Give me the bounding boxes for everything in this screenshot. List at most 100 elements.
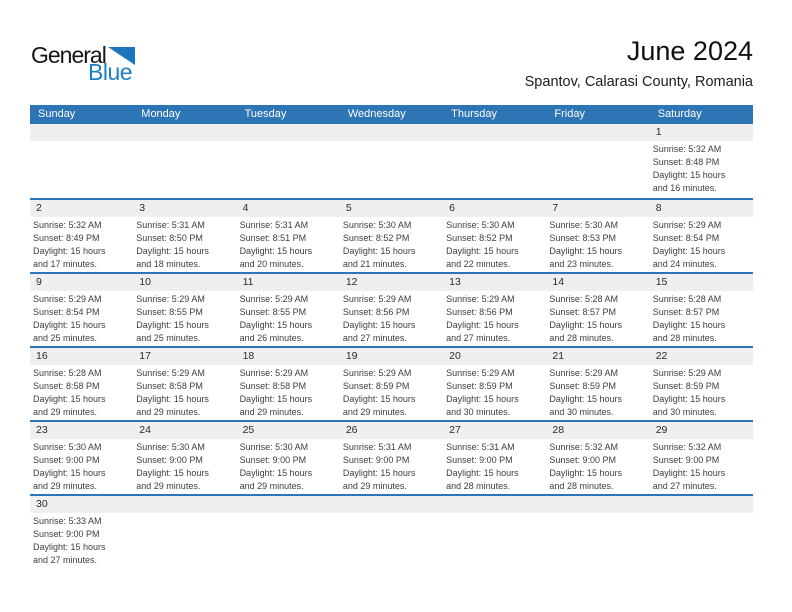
day-number: 2 bbox=[30, 200, 134, 217]
day-cell: 5 Sunrise: 5:30 AM Sunset: 8:52 PM Daylight… bbox=[339, 200, 444, 272]
sunset-text: Sunset: 9:00 PM bbox=[33, 529, 100, 539]
day-number: 12 bbox=[339, 274, 444, 291]
daylight-text-cont: and 26 minutes. bbox=[239, 333, 304, 343]
sunrise-text: Sunrise: 5:29 AM bbox=[549, 368, 618, 378]
daylight-text: Daylight: 15 hours bbox=[549, 468, 622, 478]
day-number: 14 bbox=[546, 274, 650, 291]
day-cell: 3 Sunrise: 5:31 AM Sunset: 8:50 PM Daylight… bbox=[133, 200, 237, 272]
daylight-text: Daylight: 15 hours bbox=[33, 246, 106, 256]
sunset-text: Sunset: 8:50 PM bbox=[136, 233, 203, 243]
daylight-text-cont: and 29 minutes. bbox=[239, 407, 304, 417]
logo-triangle-icon bbox=[107, 47, 135, 65]
sunset-text: Sunset: 8:52 PM bbox=[342, 233, 410, 243]
daylight-text: Daylight: 15 hours bbox=[33, 394, 106, 404]
weekday-header: Sunday Monday Tuesday Wednesday Thursday Frid… bbox=[30, 105, 753, 124]
day-cell: 14 Sunrise: 5:28 AM Sunset: 8:57 PM Dayligh… bbox=[546, 274, 650, 346]
day-number: 11 bbox=[236, 274, 340, 291]
day-number bbox=[339, 496, 444, 513]
day-details bbox=[546, 141, 649, 143]
weekday-label: Thursday bbox=[451, 108, 497, 120]
daylight-text: Daylight: 15 hours bbox=[652, 170, 726, 180]
day-number bbox=[30, 124, 134, 141]
sunrise-text: Sunrise: 5:30 AM bbox=[549, 220, 618, 230]
sunrise-text: Sunrise: 5:29 AM bbox=[239, 368, 309, 378]
day-details: Sunrise: 5:31 AM Sunset: 8:51 PM Daylight:… bbox=[237, 217, 340, 271]
daylight-text-cont: and 29 minutes. bbox=[342, 481, 407, 491]
weekday-label: Friday bbox=[554, 108, 585, 120]
day-cell: 24 Sunrise: 5:30 AM Sunset: 9:00 PM Dayligh… bbox=[133, 422, 237, 494]
sunrise-text: Sunrise: 5:29 AM bbox=[652, 220, 722, 230]
daylight-text-cont: and 25 minutes. bbox=[33, 333, 98, 343]
sunset-text: Sunset: 8:58 PM bbox=[136, 381, 203, 391]
day-details bbox=[30, 141, 133, 143]
day-details bbox=[546, 513, 649, 515]
sunset-text: Sunset: 8:58 PM bbox=[239, 381, 307, 391]
day-number: 24 bbox=[133, 422, 237, 439]
empty-day-cell bbox=[133, 124, 237, 198]
day-number: 23 bbox=[30, 422, 134, 439]
day-cell: 22 Sunrise: 5:29 AM Sunset: 8:59 PM Dayligh… bbox=[649, 348, 753, 420]
sunset-text: Sunset: 9:00 PM bbox=[652, 455, 720, 465]
sunset-text: Sunset: 8:55 PM bbox=[136, 307, 203, 317]
sunset-text: Sunset: 8:59 PM bbox=[652, 381, 720, 391]
day-number: 5 bbox=[339, 200, 444, 217]
day-details bbox=[133, 141, 236, 143]
weekday-label: Monday bbox=[141, 108, 181, 120]
sunrise-text: Sunrise: 5:33 AM bbox=[33, 516, 102, 526]
day-cell: 16 Sunrise: 5:28 AM Sunset: 8:58 PM Dayligh… bbox=[30, 348, 134, 420]
day-cell: 7 Sunrise: 5:30 AM Sunset: 8:53 PM Daylight… bbox=[546, 200, 650, 272]
day-number: 13 bbox=[443, 274, 547, 291]
sunset-text: Sunset: 8:51 PM bbox=[239, 233, 307, 243]
sunrise-text: Sunrise: 5:32 AM bbox=[33, 220, 102, 230]
day-cell: 6 Sunrise: 5:30 AM Sunset: 8:52 PM Daylight… bbox=[443, 200, 547, 272]
sunset-text: Sunset: 8:48 PM bbox=[652, 157, 720, 167]
sunrise-text: Sunrise: 5:31 AM bbox=[342, 442, 412, 452]
daylight-text-cont: and 22 minutes. bbox=[446, 259, 511, 269]
day-number: 26 bbox=[339, 422, 444, 439]
weekday-label: Sunday bbox=[38, 108, 76, 120]
day-number: 25 bbox=[236, 422, 340, 439]
sunrise-text: Sunrise: 5:29 AM bbox=[239, 294, 309, 304]
sunrise-text: Sunrise: 5:29 AM bbox=[342, 294, 412, 304]
daylight-text: Daylight: 15 hours bbox=[33, 542, 106, 552]
calendar-table: Sunday Monday Tuesday Wednesday Thursday Frid… bbox=[30, 105, 753, 568]
day-number: 21 bbox=[546, 348, 650, 365]
daylight-text: Daylight: 15 hours bbox=[652, 246, 726, 256]
daylight-text: Daylight: 15 hours bbox=[136, 394, 209, 404]
day-cell: 1 Sunrise: 5:32 AM Sunset: 8:48 PM Daylight… bbox=[649, 124, 753, 198]
day-cell: 21 Sunrise: 5:29 AM Sunset: 8:59 PM Dayligh… bbox=[546, 348, 650, 420]
day-number: 4 bbox=[236, 200, 340, 217]
sunrise-text: Sunrise: 5:29 AM bbox=[446, 368, 515, 378]
week-row: 23 Sunrise: 5:30 AM Sunset: 9:00 PM Dayligh… bbox=[30, 420, 753, 494]
day-details: Sunrise: 5:30 AM Sunset: 8:53 PM Daylight:… bbox=[546, 217, 649, 271]
day-cell: 18 Sunrise: 5:29 AM Sunset: 8:58 PM Dayligh… bbox=[236, 348, 340, 420]
sunset-text: Sunset: 9:00 PM bbox=[342, 455, 410, 465]
general-blue-logo: General Blue bbox=[31, 44, 135, 84]
day-details: Sunrise: 5:30 AM Sunset: 8:52 PM Daylight:… bbox=[443, 217, 546, 271]
sunset-text: Sunset: 8:54 PM bbox=[652, 233, 720, 243]
daylight-text-cont: and 21 minutes. bbox=[342, 259, 407, 269]
empty-day-cell bbox=[133, 496, 237, 568]
daylight-text-cont: and 20 minutes. bbox=[239, 259, 304, 269]
day-details: Sunrise: 5:29 AM Sunset: 8:54 PM Daylight:… bbox=[650, 217, 753, 271]
daylight-text: Daylight: 15 hours bbox=[342, 394, 416, 404]
daylight-text: Daylight: 15 hours bbox=[549, 394, 622, 404]
day-number: 9 bbox=[30, 274, 134, 291]
daylight-text: Daylight: 15 hours bbox=[446, 468, 519, 478]
daylight-text: Daylight: 15 hours bbox=[652, 394, 726, 404]
day-number bbox=[236, 124, 340, 141]
day-cell: 23 Sunrise: 5:30 AM Sunset: 9:00 PM Dayligh… bbox=[30, 422, 134, 494]
weekday-label: Wednesday bbox=[347, 108, 406, 120]
day-details bbox=[237, 513, 340, 515]
day-details: Sunrise: 5:33 AM Sunset: 9:00 PM Daylight:… bbox=[30, 513, 133, 567]
sunset-text: Sunset: 9:00 PM bbox=[239, 455, 307, 465]
day-details bbox=[237, 141, 340, 143]
daylight-text-cont: and 24 minutes. bbox=[652, 259, 717, 269]
day-number bbox=[649, 496, 753, 513]
daylight-text: Daylight: 15 hours bbox=[33, 320, 106, 330]
day-cell: 4 Sunrise: 5:31 AM Sunset: 8:51 PM Daylight… bbox=[236, 200, 340, 272]
day-details bbox=[340, 141, 443, 143]
day-number: 10 bbox=[133, 274, 237, 291]
sunrise-text: Sunrise: 5:31 AM bbox=[239, 220, 309, 230]
